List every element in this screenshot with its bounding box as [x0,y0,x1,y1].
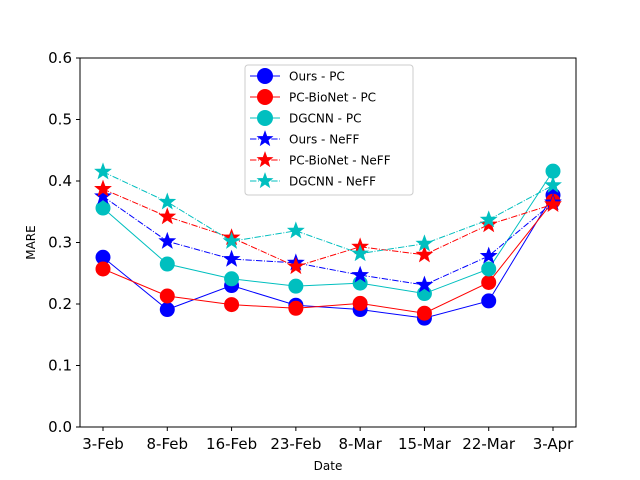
data-point [95,261,111,277]
y-tick-label: 0.3 [48,234,72,252]
legend-entry: DGCNN - NeFF [250,172,376,189]
legend-label: PC-BioNet - NeFF [289,154,391,168]
series-line [102,188,554,268]
data-point [158,207,177,225]
legend-label: DGCNN - PC [289,112,361,126]
legend-entry: Ours - PC [250,68,345,84]
series-line [102,194,554,319]
series-line [102,170,554,295]
data-point [415,245,434,263]
legend-label: Ours - NeFF [289,133,359,147]
legend-label: PC-BioNet - PC [289,91,376,105]
data-point [159,302,175,318]
data-point [288,278,304,294]
data-point [479,210,498,228]
x-tick-label: 8-Feb [147,435,189,453]
legend-marker [257,68,273,84]
legend-marker [256,151,274,168]
legend-marker [257,89,273,105]
data-point [415,275,434,293]
x-tick-label: 23-Feb [270,435,321,453]
data-point [94,162,112,180]
series-line [102,200,554,314]
x-tick-label: 3-Apr [533,435,574,453]
legend-entry: DGCNN - PC [250,110,361,126]
x-tick-label: 8-Mar [339,435,383,453]
data-point [286,221,305,239]
x-tick-label: 16-Feb [206,435,257,453]
series-dgcnn-neff [94,162,562,262]
data-point [159,288,175,304]
legend-entry: Ours - NeFF [250,130,359,147]
x-tick-label: 3-Feb [82,435,124,453]
series-layer [94,162,562,326]
axes-layer: 0.0 0.1 0.2 0.3 0.4 0.5 0.6 3-Feb 8-Feb 16-Feb 23-… [48,49,574,453]
series-line [102,171,554,255]
y-tick-label: 0.6 [48,49,72,67]
y-tick-label: 0.2 [48,295,72,313]
data-point [222,231,241,249]
legend-marker [256,172,274,189]
data-point [286,257,305,275]
data-point [544,175,562,193]
data-point [224,271,240,287]
legend-box [244,64,414,196]
data-point [415,234,434,252]
x-tick-label: 22-Mar [462,435,516,453]
y-tick-label: 0.4 [48,172,72,190]
legend-entry: PC-BioNet - PC [250,89,376,105]
data-point [481,274,497,290]
data-point [222,249,241,267]
legend: Ours - PC PC-BioNet - PC DGCNN - PC Ours - … [244,64,414,196]
data-point [352,295,368,311]
x-axis-title: Date [314,459,343,473]
x-tick-label: 15-Mar [398,435,452,453]
data-point [481,293,497,309]
y-tick-label: 0.0 [48,418,72,436]
legend-label: Ours - PC [289,70,345,84]
data-point [416,305,432,321]
legend-label: DGCNN - NeFF [289,175,376,189]
y-tick-label: 0.1 [48,357,72,375]
data-point [288,300,304,316]
data-point [158,231,177,249]
data-point [351,265,370,283]
legend-marker [257,110,273,126]
data-point [95,200,111,216]
series-line [102,195,554,286]
data-point [94,187,112,204]
series-pc-bionet-pc [95,193,561,321]
data-point [351,244,370,262]
data-point [481,261,497,277]
data-point [224,297,240,313]
data-point [94,179,112,197]
legend-entry: PC-BioNet - NeFF [250,151,391,168]
data-point [158,192,177,210]
y-axis-title: MARE [24,225,38,259]
y-tick-label: 0.5 [48,111,72,129]
series-dgcnn-pc [95,163,561,302]
legend-marker [256,130,274,147]
data-point [479,246,498,264]
data-point [544,194,562,212]
data-point [159,256,175,272]
